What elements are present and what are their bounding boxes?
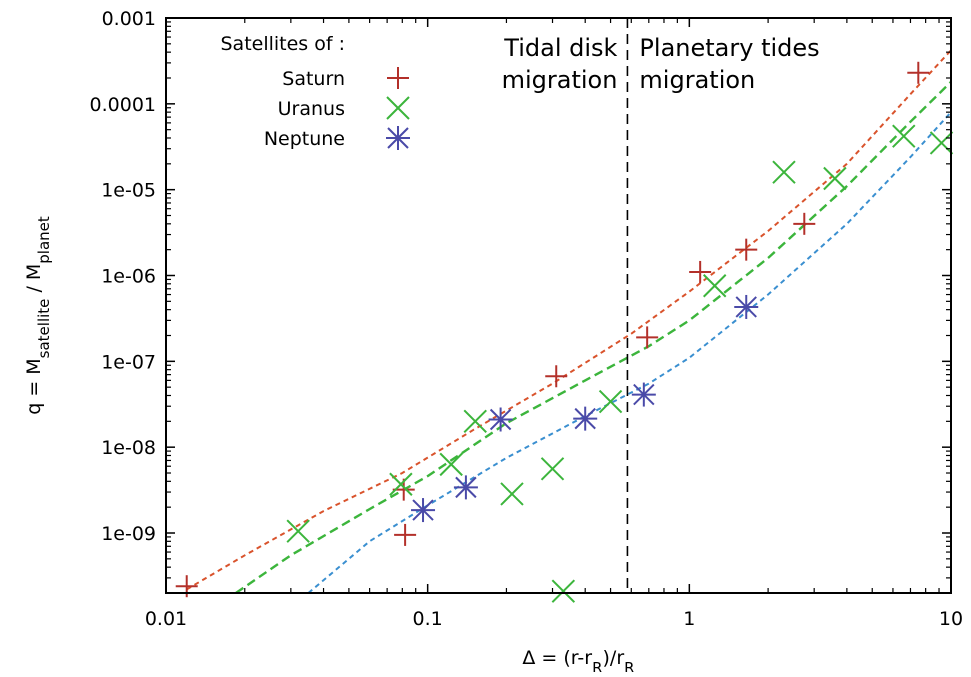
axis-labels: Δ = (r-rR)/rR q = Msatellite / Mplanet [23, 216, 635, 677]
point-saturn-3 [394, 523, 417, 546]
point-uranus-11 [823, 166, 847, 191]
point-saturn-4 [545, 365, 568, 388]
y-tick-label: 0.0001 [90, 94, 156, 116]
y-tick-label: 1e-06 [101, 266, 156, 288]
point-saturn-5 [636, 326, 659, 349]
fit-curve-2 [235, 81, 951, 593]
x-tick-label: 1 [683, 608, 695, 630]
y-tick-label: 1e-05 [101, 180, 156, 202]
point-uranus-12 [892, 124, 916, 148]
x-axis-label: Δ = (r-rR)/rR [522, 647, 634, 672]
legend-marker-saturn [387, 67, 409, 89]
y-tick-label: 1e-07 [101, 351, 156, 373]
point-uranus-5 [500, 482, 524, 506]
legend-label-neptune: Neptune [264, 128, 345, 150]
point-uranus-1 [286, 519, 310, 543]
x-tick-label: 10 [939, 608, 963, 630]
point-uranus-7 [551, 579, 576, 603]
fit-curve-3 [307, 111, 951, 593]
annotation-left-line-2: migration [502, 66, 618, 94]
point-saturn-8 [793, 212, 816, 235]
annotation-right-line-2: migration [639, 66, 755, 94]
annotation-left-line-1: Tidal disk [503, 34, 617, 62]
legend-title: Satellites of : [220, 33, 345, 55]
legend-label-saturn: Saturn [282, 68, 345, 90]
point-neptune-4 [573, 406, 598, 431]
point-uranus-8 [598, 389, 623, 414]
point-neptune-1 [411, 498, 436, 523]
point-saturn-9 [907, 61, 930, 84]
point-neptune-5 [631, 382, 656, 407]
y-axis-label: q = Msatellite / Mplanet [23, 216, 53, 415]
point-uranus-4 [463, 409, 487, 434]
legend-label-uranus: Uranus [278, 98, 345, 120]
y-tick-label: 1e-08 [101, 437, 156, 459]
fit-curves [186, 49, 951, 593]
data-points [175, 61, 954, 603]
point-uranus-3 [439, 452, 463, 477]
point-uranus-9 [702, 274, 727, 298]
legend-marker-uranus [386, 96, 410, 120]
y-tick-label: 1e-09 [101, 523, 156, 545]
fit-curve-1 [186, 49, 951, 591]
x-tick-label: 0.1 [413, 608, 443, 630]
y-tick-label: 0.001 [102, 8, 156, 30]
point-uranus-10 [772, 160, 796, 184]
region-annotations: Tidal disk migration Planetary tides migrat… [502, 34, 820, 94]
point-neptune-2 [453, 475, 478, 500]
point-saturn-6 [689, 260, 712, 283]
plot-frame [165, 17, 952, 594]
legend-marker-neptune [386, 126, 410, 150]
point-uranus-13 [929, 131, 954, 155]
point-neptune-6 [734, 294, 759, 319]
legend: Satellites of : Saturn Uranus Neptune [220, 33, 410, 150]
point-saturn-7 [735, 238, 758, 261]
x-tick-label: 0.01 [145, 608, 187, 630]
axis-ticks: 0.01 0.1 1 10 1e-09 1e-08 1e-07 1e-06 1e-05 0.000… [90, 8, 964, 630]
annotation-right-line-1: Planetary tides [639, 34, 819, 62]
point-uranus-6 [540, 457, 565, 481]
point-uranus-2 [389, 472, 413, 496]
point-neptune-3 [488, 407, 513, 432]
